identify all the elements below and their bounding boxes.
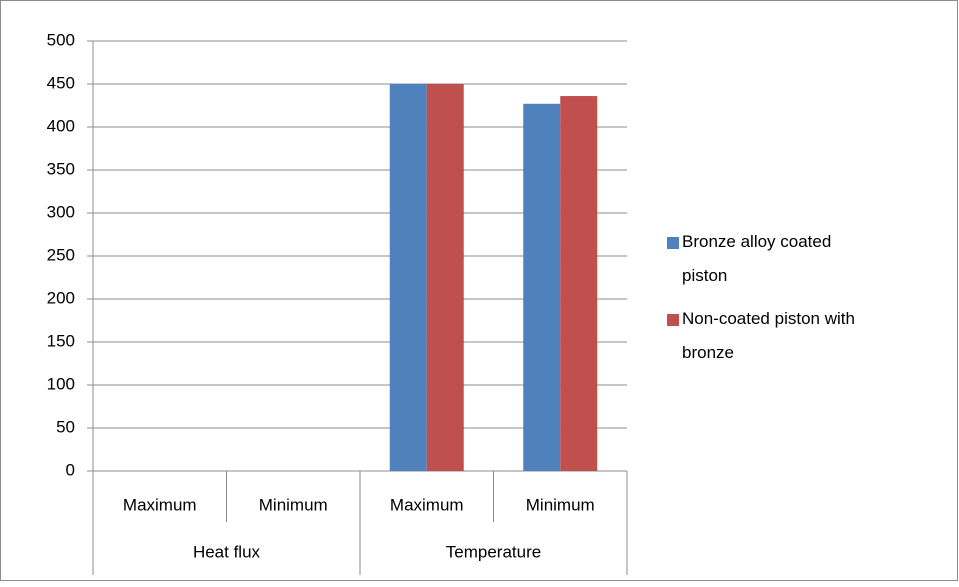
legend-swatch xyxy=(667,237,679,249)
bar xyxy=(389,84,427,471)
bar xyxy=(560,96,598,471)
y-tick-label: 150 xyxy=(47,331,75,350)
y-tick-label: 300 xyxy=(47,202,75,221)
y-tick-label: 100 xyxy=(47,374,75,393)
x-tick-label: Minimum xyxy=(526,495,595,514)
y-tick-label: 200 xyxy=(47,288,75,307)
bar xyxy=(426,84,464,471)
group-label: Temperature xyxy=(446,542,541,561)
legend-swatch xyxy=(667,314,679,326)
group-label: Heat flux xyxy=(193,542,261,561)
legend-label: Bronze alloy coated piston xyxy=(682,232,831,285)
bar xyxy=(523,103,561,471)
y-tick-label: 0 xyxy=(66,460,75,479)
x-tick-label: Maximum xyxy=(390,495,464,514)
y-tick-label: 500 xyxy=(47,30,75,49)
legend-label: Non-coated piston with bronze xyxy=(682,309,855,362)
x-tick-label: Minimum xyxy=(259,495,328,514)
y-tick-label: 250 xyxy=(47,245,75,264)
y-tick-label: 50 xyxy=(56,417,75,436)
x-tick-label: Maximum xyxy=(123,495,197,514)
y-tick-label: 400 xyxy=(47,116,75,135)
y-tick-label: 350 xyxy=(47,159,75,178)
y-tick-label: 450 xyxy=(47,73,75,92)
